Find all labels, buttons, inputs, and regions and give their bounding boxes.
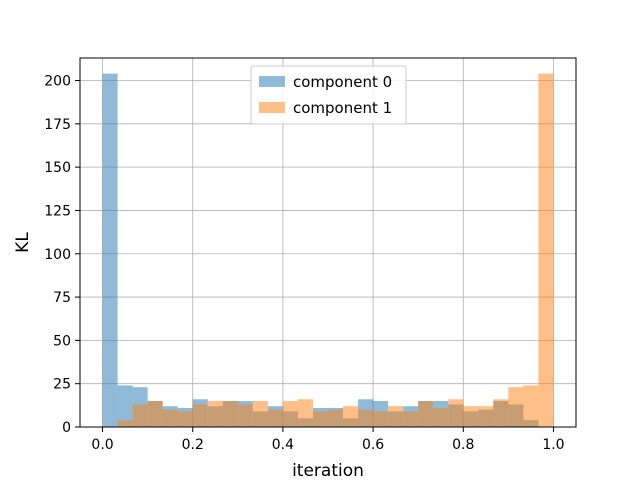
bar-series-1-bin-7 [207, 401, 223, 427]
bar-series-1-bin-16 [343, 406, 359, 427]
x-tick-label-2: 0.4 [272, 437, 294, 453]
bar-series-1-bin-18 [373, 411, 389, 427]
histogram-bars [102, 73, 554, 427]
bar-series-1-bin-2 [132, 404, 148, 427]
legend-label-0: component 0 [293, 73, 392, 91]
bar-series-1-bin-19 [388, 406, 404, 427]
legend-swatch-0 [259, 76, 285, 87]
axis-ticks: 0.0 0.2 0.4 0.6 0.8 1.0 0 25 50 75 100 125 150 175 200 [44, 74, 564, 453]
bar-series-1-bin-15 [328, 409, 344, 427]
x-tick-label-0: 0.0 [91, 437, 113, 453]
legend-label-1: component 1 [293, 99, 392, 117]
y-tick-label-2: 50 [53, 333, 71, 349]
legend: component 0 component 1 [250, 65, 407, 125]
bar-series-1-bin-9 [237, 404, 253, 427]
y-tick-label-6: 150 [44, 160, 71, 176]
x-tick-label-4: 0.8 [452, 437, 474, 453]
bar-series-1-bin-27 [508, 387, 524, 427]
x-tick-label-3: 0.6 [362, 437, 384, 453]
bar-series-0-bin-1 [117, 385, 133, 427]
bar-series-1-bin-5 [177, 411, 193, 427]
plot-frame [79, 57, 577, 428]
y-tick-label-7: 175 [44, 117, 71, 133]
bar-series-1-bin-13 [297, 399, 313, 427]
bar-series-1-bin-11 [267, 409, 283, 427]
bar-series-1-bin-6 [192, 404, 208, 427]
y-tick-label-0: 0 [62, 420, 71, 436]
y-tick-label-1: 25 [53, 377, 71, 393]
bar-series-1-bin-10 [252, 401, 268, 427]
y-tick-label-8: 200 [44, 74, 71, 90]
bar-series-1-bin-17 [358, 409, 374, 427]
x-tick-label-1: 0.2 [182, 437, 204, 453]
y-tick-label-3: 75 [53, 290, 71, 306]
bar-series-1-bin-25 [478, 406, 494, 427]
bar-series-1-bin-8 [222, 401, 238, 427]
bar-series-1-bin-3 [147, 401, 163, 427]
bar-series-1-bin-21 [418, 401, 434, 427]
bar-series-1-bin-14 [312, 411, 328, 427]
bar-series-1-bin-29 [538, 73, 554, 427]
bar-series-0-bin-0 [102, 73, 118, 427]
bar-series-1-bin-28 [523, 385, 539, 427]
x-tick-label-5: 1.0 [542, 437, 564, 453]
y-axis-label: KL [13, 232, 33, 253]
bar-series-1-bin-26 [493, 399, 509, 427]
y-tick-label-4: 100 [44, 247, 71, 263]
legend-box [250, 65, 407, 125]
bar-series-1-bin-4 [162, 409, 178, 427]
x-axis-label: iteration [292, 461, 364, 480]
bar-series-1-bin-1 [117, 420, 133, 427]
legend-swatch-1 [259, 102, 285, 113]
bar-series-1-bin-22 [433, 407, 449, 427]
y-tick-label-5: 125 [44, 203, 71, 219]
bar-series-1-bin-24 [463, 406, 479, 427]
bar-series-1-bin-12 [282, 401, 298, 427]
bar-series-1-bin-20 [403, 411, 419, 427]
bar-series-1-bin-23 [448, 399, 464, 427]
